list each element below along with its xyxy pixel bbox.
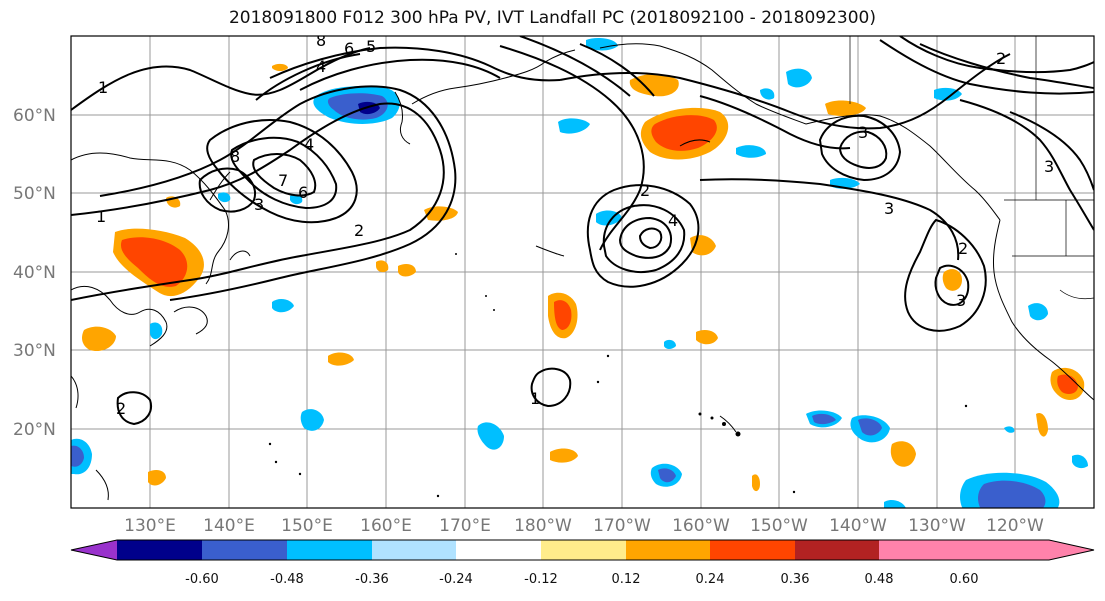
- colorbar-ticks: -0.60 -0.48 -0.36 -0.24 -0.12 0.12 0.24 …: [185, 572, 978, 587]
- latitude-labels: 60°N 50°N 40°N 30°N 20°N: [13, 106, 56, 440]
- contour-label: 2: [640, 181, 650, 200]
- contour-label: 2: [354, 221, 364, 240]
- contour-label: 6: [298, 183, 308, 202]
- colorbar-segment: [795, 540, 879, 560]
- contour-label: 2: [116, 399, 126, 418]
- colorbar-segment: [456, 540, 541, 560]
- map-title: 2018091800 F012 300 hPa PV, IVT Landfall…: [228, 8, 876, 28]
- colorbar-tick-label: -0.60: [185, 572, 219, 587]
- contour-label: 2: [958, 239, 968, 258]
- contour-label: 4: [316, 57, 326, 76]
- contour-label: 2: [996, 49, 1006, 68]
- contour-label: 5: [366, 37, 376, 56]
- lon-label: 170°W: [593, 516, 651, 536]
- lat-label: 50°N: [13, 184, 56, 204]
- colorbar-extend-low: [71, 540, 117, 560]
- contour-label: 3: [254, 195, 264, 214]
- lat-label: 20°N: [13, 420, 56, 440]
- colorbar-segment: [287, 540, 372, 560]
- colorbar-tick-label: -0.24: [439, 572, 473, 587]
- colorbar-segment: [202, 540, 287, 560]
- contour-label: 3: [956, 291, 966, 310]
- contour-label: 7: [278, 171, 288, 190]
- lat-label: 40°N: [13, 263, 56, 283]
- lon-label: 150°W: [750, 516, 808, 536]
- political-borders: [849, 36, 1094, 300]
- colorbar-segment: [372, 540, 456, 560]
- longitude-labels: 130°E 140°E 150°E 160°E 170°E 180°W 170°…: [124, 516, 1044, 536]
- lon-label: 120°W: [986, 516, 1044, 536]
- colorbar-tick-label: 0.48: [865, 572, 894, 587]
- ivt-contours: [71, 36, 1094, 426]
- colorbar-tick-label: 0.24: [696, 572, 725, 587]
- contour-label: 1: [530, 389, 540, 408]
- lon-label: 150°E: [281, 516, 333, 536]
- lon-label: 180°W: [514, 516, 572, 536]
- contour-label: 1: [96, 207, 106, 226]
- contour-label: 1: [98, 78, 108, 97]
- contour-label: 4: [668, 211, 678, 230]
- colorbar-segment: [626, 540, 710, 560]
- lon-label: 170°E: [439, 516, 491, 536]
- contour-label: 3: [884, 199, 894, 218]
- colorbar-segment: [710, 540, 795, 560]
- colorbar: [70, 539, 1095, 561]
- lon-label: 130°W: [908, 516, 966, 536]
- colorbar-outline: [70, 539, 1095, 561]
- colorbar-segment: [541, 540, 626, 560]
- map-border: [70, 35, 1095, 509]
- lon-label: 160°W: [672, 516, 730, 536]
- lon-label: 160°E: [360, 516, 412, 536]
- colorbar-tick-label: 0.12: [612, 572, 641, 587]
- colorbar-tick-label: 0.60: [950, 572, 979, 587]
- pv-positive-anomalies: [82, 63, 1085, 492]
- lon-label: 130°E: [124, 516, 176, 536]
- colorbar-tick-label: -0.36: [355, 572, 389, 587]
- contour-label: 8: [230, 147, 240, 166]
- contour-label: 6: [344, 39, 354, 58]
- colorbar-segment: [117, 540, 202, 560]
- contour-label: 4: [304, 135, 314, 154]
- lat-label: 60°N: [13, 106, 56, 126]
- colorbar-tick-label: -0.48: [270, 572, 304, 587]
- coastlines: [71, 43, 1094, 501]
- colorbar-tick-label: 0.36: [781, 572, 810, 587]
- colorbar-extend-high: [964, 540, 1094, 560]
- lon-label: 140°W: [829, 516, 887, 536]
- contour-labels: 1 1 1 2 2 2 2 2 3 3 3 3 3 4 4 4 5 6 6 7 …: [96, 31, 1054, 418]
- contour-label: 3: [858, 123, 868, 142]
- islands: [268, 253, 968, 498]
- contour-label: 3: [1044, 157, 1054, 176]
- lat-label: 30°N: [13, 341, 56, 361]
- pv-negative-anomalies: [71, 38, 1088, 508]
- colorbar-tick-label: -0.12: [524, 572, 558, 587]
- lon-label: 140°E: [203, 516, 255, 536]
- colorbar-segment: [879, 540, 964, 560]
- contour-label: 8: [316, 31, 326, 50]
